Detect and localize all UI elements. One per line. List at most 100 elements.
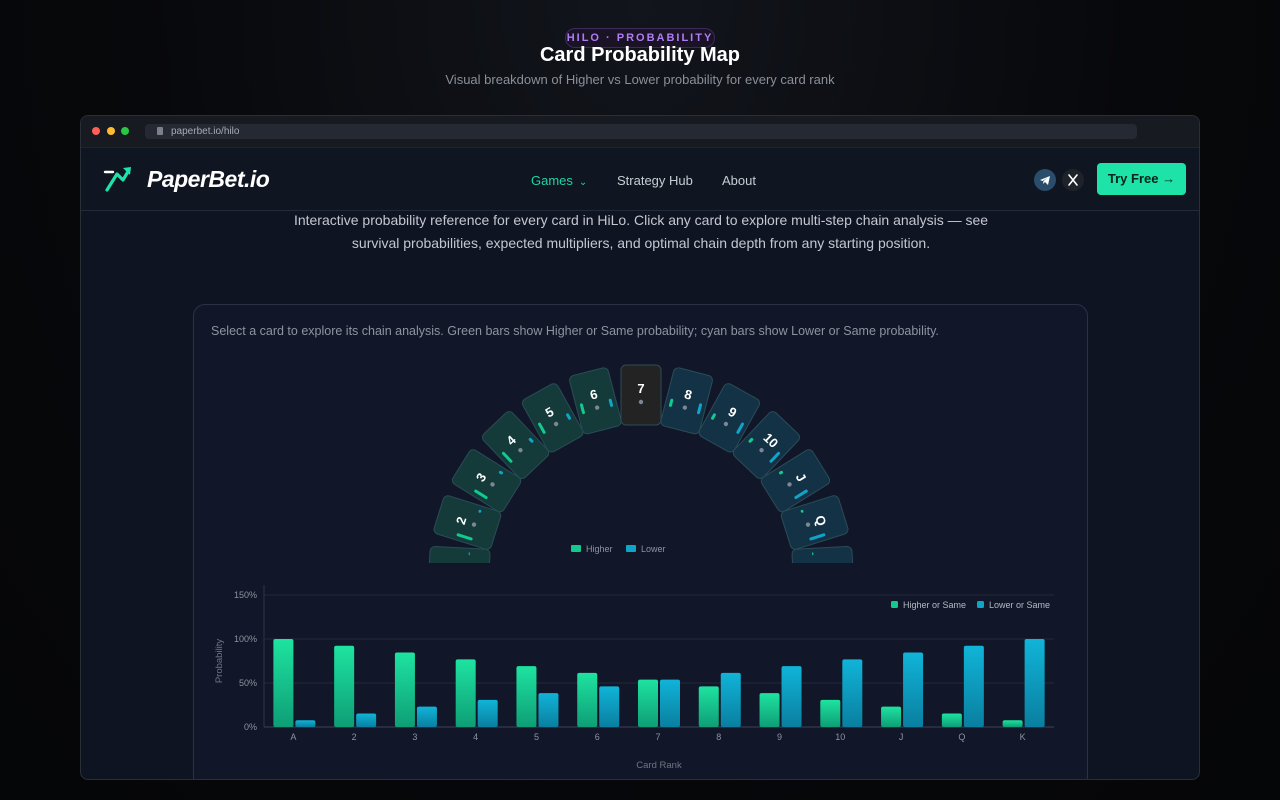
- arc-card-label: K: [822, 562, 837, 573]
- x-tick-label: K: [1020, 732, 1026, 742]
- bar-lower-10[interactable]: [842, 659, 863, 727]
- legend-lower-or-same-swatch: [977, 601, 984, 608]
- legend-lower-or-same-label: Lower or Same: [989, 600, 1050, 610]
- arc-card-9[interactable]: 9: [697, 382, 761, 454]
- nav-about[interactable]: About: [722, 173, 756, 188]
- probability-bar-chart: 0% 50% 100% 150% A 2 3 4 5 6 7 8 9 10 J Q K Card Rank Prob…: [214, 585, 1054, 771]
- bar-lower-2[interactable]: [356, 713, 377, 727]
- legend-higher-label: Higher: [586, 544, 613, 554]
- bar-higher-Q[interactable]: [941, 713, 962, 727]
- x-tick-label: Q: [958, 732, 965, 742]
- bar-lower-3[interactable]: [416, 706, 437, 727]
- try-free-button[interactable]: Try Free →: [1097, 163, 1186, 195]
- card-suit-icon: [723, 421, 729, 427]
- bar-higher-5[interactable]: [516, 666, 537, 727]
- arc-card-10[interactable]: 10: [731, 410, 801, 481]
- arc-higher-bar: [800, 509, 804, 513]
- bar-higher-6[interactable]: [577, 672, 598, 727]
- bar-higher-8[interactable]: [698, 686, 719, 727]
- arc-card-3[interactable]: 3: [451, 448, 523, 514]
- arc-card-label: 6: [588, 386, 599, 402]
- card-suit-icon: [682, 405, 688, 410]
- arc-higher-bar: [812, 552, 814, 556]
- bar-lower-6[interactable]: [599, 686, 620, 727]
- arc-higher-bar: [668, 398, 674, 407]
- chart-legend: Higher or Same Lower or Same: [891, 600, 1050, 610]
- bar-lower-J[interactable]: [903, 652, 924, 727]
- bar-higher-3[interactable]: [394, 652, 415, 727]
- x-tick-label: J: [899, 732, 904, 742]
- bar-higher-J[interactable]: [881, 706, 902, 727]
- panel-hint: Select a card to explore its chain analy…: [211, 324, 939, 338]
- arc-higher-bar: [779, 470, 784, 475]
- arc-lower-bar: [498, 470, 503, 475]
- x-tick-label: 9: [777, 732, 782, 742]
- arc-higher-bar: [474, 489, 488, 500]
- logo-text: PaperBet.io: [147, 166, 270, 192]
- bar-higher-7[interactable]: [638, 679, 658, 727]
- arc-card-8[interactable]: 8: [660, 367, 714, 435]
- bar-higher-9[interactable]: [759, 693, 780, 727]
- bar-lower-5[interactable]: [538, 693, 559, 727]
- x-tick-label: 7: [655, 732, 660, 742]
- lock-icon: [157, 127, 163, 135]
- arc-card-Q[interactable]: Q: [780, 494, 849, 550]
- y-tick-label: 0%: [244, 722, 257, 732]
- nav-games[interactable]: Games ⌄: [531, 173, 587, 188]
- bar-higher-A[interactable]: [273, 639, 294, 727]
- arc-lower-bar: [468, 552, 470, 556]
- arc-lower-bar: [697, 403, 703, 415]
- x-tick-label: 4: [473, 732, 478, 742]
- nav-strategy-hub[interactable]: Strategy Hub: [617, 173, 693, 188]
- bar-lower-9[interactable]: [781, 666, 802, 727]
- arc-card-4[interactable]: 4: [480, 410, 550, 481]
- arc-card-5[interactable]: 5: [521, 382, 585, 454]
- arc-card-K[interactable]: K: [791, 546, 854, 575]
- x-tick-label: 8: [716, 732, 721, 742]
- bar-higher-10[interactable]: [820, 699, 841, 727]
- card-suit-icon: [759, 447, 764, 453]
- arc-card-label: 7: [637, 381, 644, 396]
- bar-higher-2[interactable]: [334, 645, 355, 727]
- arc-lower-bar: [608, 398, 614, 407]
- arc-card-label: 2: [453, 515, 469, 526]
- arc-card-6[interactable]: 6: [569, 367, 623, 435]
- arc-card-A[interactable]: A: [428, 546, 491, 575]
- card-suit-icon: [471, 522, 477, 527]
- card-suit-icon: [787, 482, 792, 487]
- card-suit-icon: [805, 522, 811, 527]
- arc-card-7[interactable]: 7: [620, 364, 662, 426]
- arc-card-2[interactable]: 2: [433, 494, 502, 550]
- minimize-dot-icon[interactable]: [107, 127, 115, 135]
- maximize-dot-icon[interactable]: [121, 127, 129, 135]
- arc-lower-bar: [809, 533, 826, 541]
- bar-lower-K[interactable]: [1024, 639, 1045, 727]
- bar-higher-4[interactable]: [455, 659, 476, 727]
- browser-window: paperbet.io/hilo PaperBet.io Games ⌄ Stra…: [80, 115, 1200, 780]
- card-suit-icon: [553, 421, 559, 427]
- arc-card-J[interactable]: J: [759, 448, 831, 514]
- card-suit-icon: [490, 482, 495, 487]
- telegram-icon[interactable]: [1034, 169, 1056, 191]
- bar-lower-8[interactable]: [720, 672, 741, 727]
- x-tick-label: 10: [835, 732, 845, 742]
- arc-card-label: Q: [812, 513, 829, 527]
- arc-lower-bar: [736, 422, 744, 434]
- bar-lower-7[interactable]: [660, 679, 680, 727]
- x-axis-label: Card Rank: [636, 760, 682, 771]
- address-bar[interactable]: paperbet.io/hilo: [145, 124, 1137, 139]
- bar-lower-Q[interactable]: [963, 645, 984, 727]
- close-dot-icon[interactable]: [92, 127, 100, 135]
- hero-title: Card Probability Map: [539, 44, 741, 66]
- bar-lower-4[interactable]: [477, 699, 498, 727]
- bar-lower-A[interactable]: [295, 720, 316, 727]
- bar-higher-K[interactable]: [1002, 720, 1023, 727]
- y-tick-label: 100%: [234, 634, 257, 644]
- x-twitter-icon[interactable]: [1062, 169, 1084, 191]
- nav-games-label: Games: [531, 173, 573, 188]
- card-suit-icon: [594, 405, 600, 410]
- chevron-down-icon: ⌄: [578, 177, 588, 188]
- legend-higher-or-same-swatch: [891, 601, 898, 608]
- arc-higher-bar: [501, 451, 513, 463]
